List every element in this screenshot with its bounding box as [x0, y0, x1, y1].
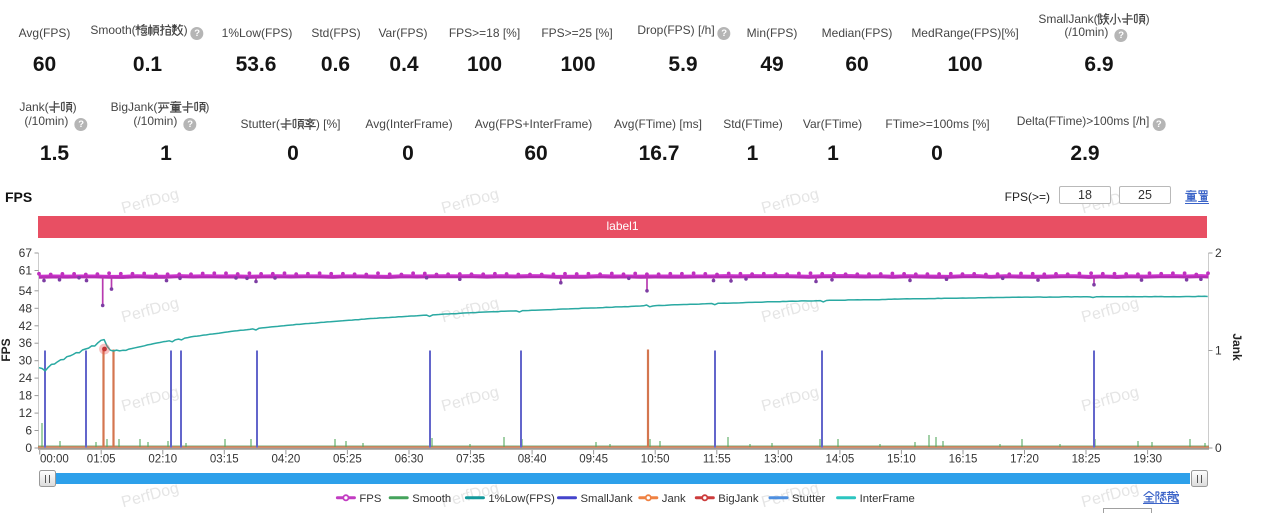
svg-text:02:10: 02:10: [148, 454, 177, 466]
svg-text:FPS: FPS: [359, 493, 381, 505]
svg-text:01:05: 01:05: [87, 454, 116, 466]
svg-text:42: 42: [19, 319, 33, 333]
svg-text:1%Low(FPS): 1%Low(FPS): [488, 493, 555, 505]
svg-text:18: 18: [19, 389, 33, 403]
svg-text:BigJank: BigJank: [718, 493, 759, 505]
svg-text:12: 12: [19, 406, 33, 420]
svg-text:67: 67: [19, 246, 33, 260]
svg-text:Jank: Jank: [662, 493, 686, 505]
svg-text:61: 61: [19, 264, 33, 278]
svg-text:FPS: FPS: [0, 338, 13, 361]
svg-text:Jank: Jank: [1230, 333, 1244, 361]
svg-text:InterFrame: InterFrame: [860, 493, 915, 505]
svg-text:16:15: 16:15: [949, 454, 978, 466]
svg-text:09:45: 09:45: [579, 454, 608, 466]
svg-text:15:10: 15:10: [887, 454, 916, 466]
svg-text:13:00: 13:00: [764, 454, 793, 466]
svg-text:SmallJank: SmallJank: [581, 493, 633, 505]
svg-text:0: 0: [25, 441, 32, 455]
svg-text:17:20: 17:20: [1010, 454, 1039, 466]
svg-text:00:00: 00:00: [40, 454, 69, 466]
svg-text:08:40: 08:40: [518, 454, 547, 466]
svg-text:11:55: 11:55: [703, 454, 731, 466]
svg-text:Smooth: Smooth: [412, 493, 451, 505]
svg-text:54: 54: [19, 284, 33, 298]
svg-text:1: 1: [1215, 344, 1222, 358]
svg-text:03:15: 03:15: [210, 454, 239, 466]
svg-text:24: 24: [19, 371, 33, 385]
svg-text:2: 2: [1215, 246, 1222, 260]
svg-text:18:25: 18:25: [1072, 454, 1101, 466]
svg-text:19:30: 19:30: [1133, 454, 1162, 466]
svg-text:30: 30: [19, 354, 33, 368]
svg-text:10:50: 10:50: [641, 454, 670, 466]
svg-text:07:35: 07:35: [456, 454, 485, 466]
svg-text:0: 0: [1215, 441, 1222, 455]
svg-text:6: 6: [25, 424, 32, 438]
svg-text:06:30: 06:30: [395, 454, 424, 466]
svg-text:04:20: 04:20: [272, 454, 301, 466]
svg-text:05:25: 05:25: [333, 454, 362, 466]
svg-text:Stutter: Stutter: [792, 493, 826, 505]
svg-text:14:05: 14:05: [826, 454, 855, 466]
svg-text:48: 48: [19, 301, 33, 315]
svg-text:36: 36: [19, 336, 33, 350]
